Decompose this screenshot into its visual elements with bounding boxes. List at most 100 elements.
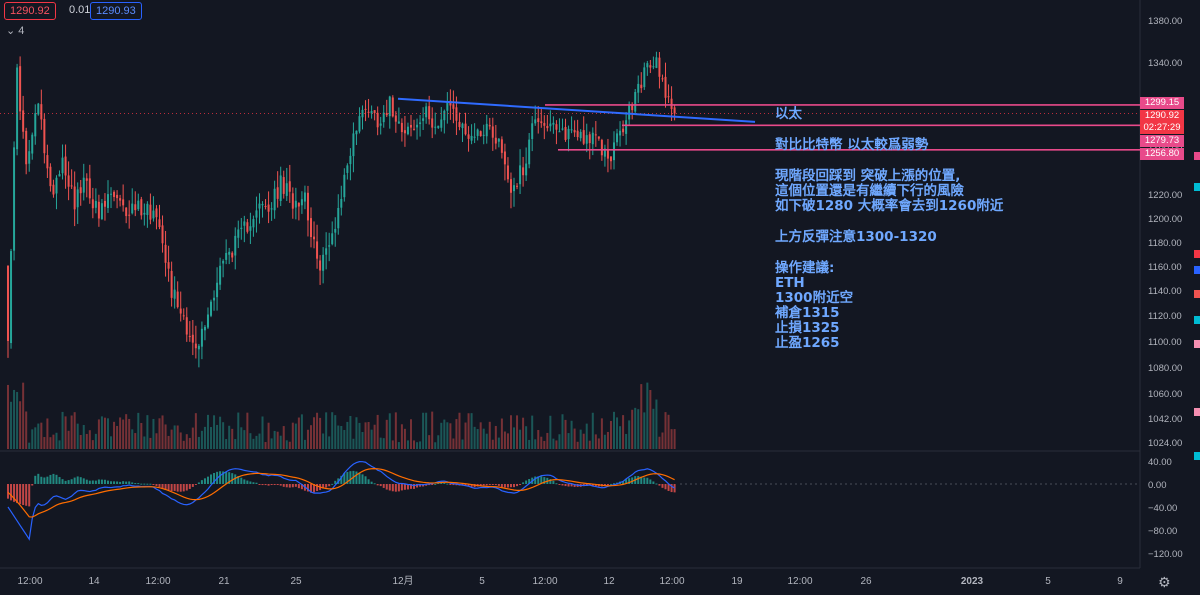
side-marker[interactable] [1194,290,1200,298]
time-tick-label: 12月 [392,575,413,587]
volume-bar [506,433,509,449]
volume-bar [406,440,409,449]
macd-histogram-bar [137,483,140,485]
candle-body [440,119,443,128]
macd-tick-label: 40.00 [1148,457,1172,468]
time-tick-label: 12 [603,576,615,587]
candle-body [7,266,9,341]
volume-bar [658,436,661,449]
side-marker[interactable] [1194,316,1200,324]
macd-histogram-bar [494,484,497,486]
volume-bar [300,414,303,449]
sell-price-button[interactable]: 1290.92 [4,2,56,20]
candle-body [649,65,652,68]
candle-body [300,199,303,206]
side-marker[interactable] [1194,266,1200,274]
volume-bar [188,437,191,449]
volume-bar [240,427,243,449]
candle-body [67,175,70,187]
macd-histogram-bar [419,484,422,487]
gear-icon[interactable]: ⚙ [1158,575,1171,591]
volume-bar [379,437,382,449]
macd-histogram-bar [394,484,397,492]
candles-group [7,51,676,449]
macd-histogram-bar [170,484,173,492]
side-marker[interactable] [1194,152,1200,160]
annotation-eth-label: 以太 [775,106,802,122]
side-marker[interactable] [1194,452,1200,460]
macd-histogram-bar [628,478,631,484]
macd-histogram-bar [261,484,264,486]
volume-bar [428,435,431,449]
candle-body [364,108,367,110]
macd-histogram-bar [210,474,213,484]
candle-body [188,336,191,338]
macd-histogram-bar [22,484,25,506]
candle-body [255,210,258,218]
time-tick-label: 9 [1117,576,1123,587]
volume-bar [213,415,216,449]
macd-histogram-bar [606,484,609,485]
volume-bar [319,417,322,449]
candle-body [616,133,619,143]
volume-bar [661,432,664,449]
macd-histogram-bar [467,484,470,487]
macd-histogram-bar [240,477,243,484]
macd-tick-label: −120.00 [1148,549,1183,560]
candle-body [70,185,73,187]
volume-bar [373,424,376,449]
macd-histogram-bar [428,484,431,486]
side-marker[interactable] [1194,408,1200,416]
volume-bar [479,422,482,449]
volume-bar [385,419,388,449]
candle-body [655,57,658,68]
macd-histogram-bar [40,476,43,484]
volume-bar [431,411,434,449]
volume-bar [343,429,346,449]
macd-histogram-bar [37,473,40,484]
side-marker[interactable] [1194,340,1200,348]
candle-body [176,291,179,308]
macd-histogram-bar [540,476,543,484]
candle-body [276,187,279,199]
macd-histogram-bar [667,484,670,491]
volume-bar [128,418,131,449]
macd-histogram-bar [361,474,364,484]
time-tick-label: 12:00 [787,576,812,587]
volume-bar [622,415,625,449]
candle-body [400,122,403,133]
volume-bar [573,428,576,449]
price-tick-label: 1220.00 [1148,190,1182,201]
price-tick-label: 1340.00 [1148,58,1182,69]
volume-bar [203,426,206,449]
volume-bar [125,414,128,449]
candle-body [334,228,337,233]
time-tick-label: 21 [218,576,230,587]
volume-bar [416,442,419,449]
volume-bar [667,414,670,449]
indicator-count: 4 [18,25,25,37]
side-marker[interactable] [1194,183,1200,191]
side-marker[interactable] [1194,250,1200,258]
volume-bar [306,429,309,449]
macd-histogram-bar [49,474,52,484]
volume-bar [522,417,525,449]
volume-bar [7,384,9,449]
candle-body [252,219,255,228]
candle-body [582,130,585,144]
candle-body [73,186,76,210]
volume-bar [543,440,546,449]
macd-histogram-bar [416,484,419,488]
indicators-collapse-toggle[interactable]: ⌄ 4 [6,24,24,37]
volume-bar [258,433,261,449]
volume-bar [88,430,91,449]
candle-body [528,139,531,165]
candle-body [82,177,85,193]
time-tick-label: 25 [290,576,302,587]
macd-histogram-bar [640,476,643,484]
volume-bar [16,392,19,449]
buy-price-button[interactable]: 1290.93 [90,2,142,20]
candle-body [370,111,373,114]
candle-body [49,166,52,187]
